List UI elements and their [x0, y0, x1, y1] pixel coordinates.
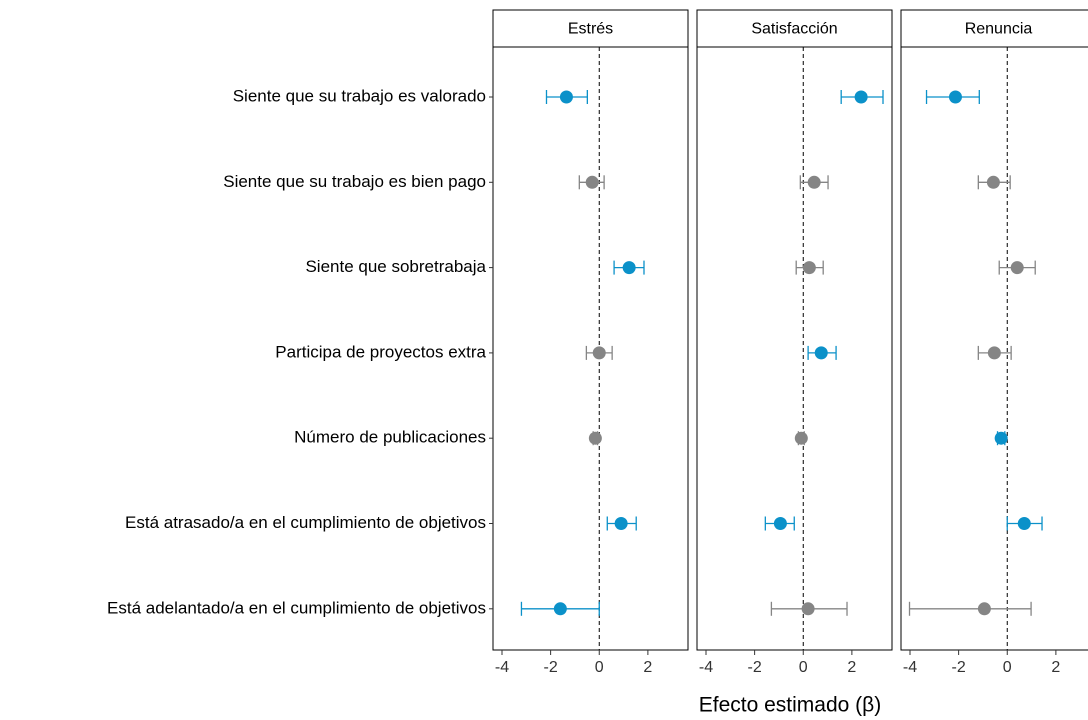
x-tick-label: -4	[495, 659, 509, 676]
point	[1017, 517, 1031, 530]
category-label: Siente que su trabajo es bien pago	[223, 172, 486, 191]
x-tick-label: 0	[1003, 659, 1012, 676]
x-tick-label: -4	[699, 659, 713, 676]
panel-title: Satisfacción	[751, 21, 837, 38]
category-label: Siente que sobretrabaja	[305, 257, 486, 276]
strip	[492, 9, 689, 48]
x-tick-label: 2	[1051, 659, 1060, 676]
point	[553, 602, 567, 616]
point	[592, 346, 606, 360]
point	[559, 90, 573, 104]
x-tick-label: 2	[847, 659, 856, 676]
strip	[900, 9, 1088, 48]
x-tick-label: -2	[952, 659, 966, 676]
point	[802, 261, 816, 275]
point	[948, 90, 962, 104]
panel	[900, 46, 1088, 651]
x-tick-label: 0	[799, 659, 808, 676]
x-tick-label: 2	[643, 659, 652, 676]
category-label: Siente que su trabajo es valorado	[233, 86, 486, 105]
panel-title: Estrés	[568, 21, 613, 38]
category-label: Número de publicaciones	[294, 428, 486, 447]
point	[622, 261, 636, 275]
point	[986, 175, 1000, 189]
category-label: Participa de proyectos extra	[275, 342, 486, 361]
point	[588, 431, 602, 445]
panel	[492, 46, 689, 651]
point	[854, 90, 868, 104]
point	[773, 517, 787, 530]
point	[807, 175, 821, 189]
point	[994, 431, 1008, 445]
point	[794, 431, 808, 445]
category-label: Está adelantado/a en el cumplimiento de …	[107, 598, 486, 617]
point	[987, 346, 1001, 360]
point	[614, 517, 628, 530]
point	[585, 175, 599, 189]
strip	[696, 9, 893, 48]
point	[801, 602, 815, 616]
x-tick-label: -2	[748, 659, 762, 676]
x-tick-label: -2	[544, 659, 558, 676]
point	[814, 346, 828, 360]
point	[1010, 261, 1024, 275]
panel	[696, 46, 893, 651]
x-axis-label: Efecto estimado (β)	[699, 694, 881, 717]
panel-title: Renuncia	[965, 21, 1033, 38]
category-label: Está atrasado/a en el cumplimiento de ob…	[125, 513, 486, 532]
point	[977, 602, 991, 616]
x-tick-label: -4	[903, 659, 917, 676]
x-tick-label: 0	[595, 659, 604, 676]
